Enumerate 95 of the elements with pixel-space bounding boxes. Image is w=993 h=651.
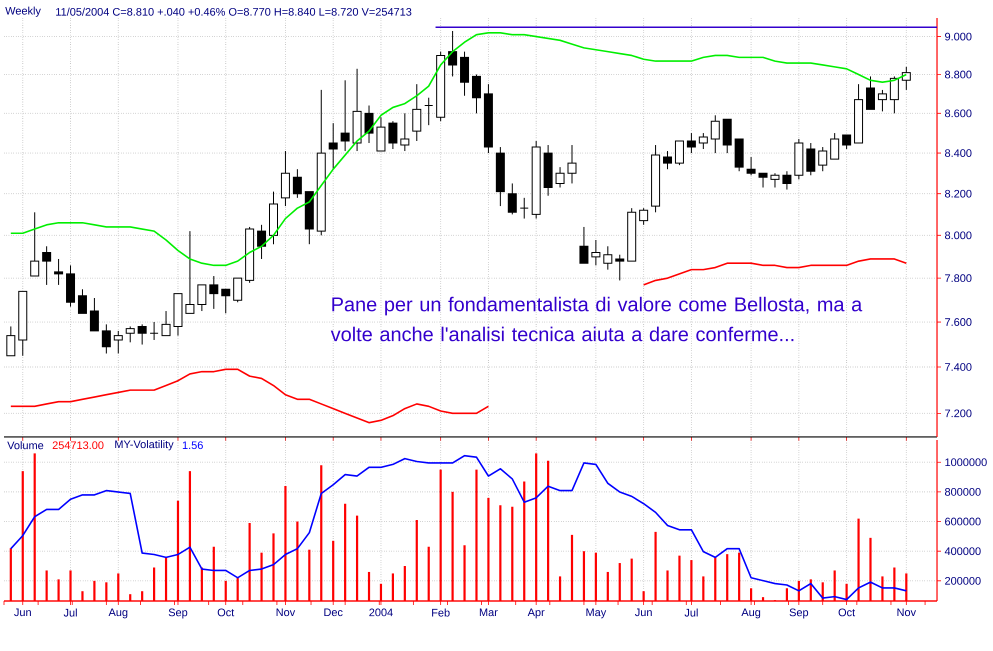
y-tick-label: 600000 xyxy=(945,518,981,526)
candlestick xyxy=(388,120,398,150)
candlestick xyxy=(138,324,147,346)
candlestick xyxy=(710,114,720,154)
candlestick xyxy=(842,134,852,150)
x-tick-label: Jun xyxy=(14,608,31,616)
candlestick xyxy=(890,76,899,114)
candlestick xyxy=(472,74,481,114)
candlestick xyxy=(758,172,768,188)
x-tick-label: Feb xyxy=(432,608,450,617)
x-tick-label: Jun xyxy=(634,608,652,616)
annotation: 1.56 xyxy=(182,441,203,450)
annotation: 254713.00 xyxy=(52,441,104,450)
x-tick-label: Apr xyxy=(528,608,545,618)
candlestick xyxy=(663,150,672,170)
y-tick-label: 7.800 xyxy=(945,274,972,282)
candlestick xyxy=(698,132,708,150)
candlestick xyxy=(102,324,111,354)
candlestick xyxy=(424,97,434,126)
x-tick-label: Nov xyxy=(897,608,916,616)
candlestick xyxy=(376,116,386,152)
candlestick xyxy=(162,310,171,336)
candlestick xyxy=(114,330,123,354)
series-label: Volume xyxy=(7,441,44,450)
y-tick-label: 7.600 xyxy=(945,318,972,326)
candlestick xyxy=(185,230,194,314)
candlestick xyxy=(233,278,242,303)
candlestick xyxy=(639,208,648,226)
candlestick xyxy=(770,172,780,188)
candlestick xyxy=(508,182,517,215)
y-tick-label: 8.400 xyxy=(945,149,972,157)
y-tick-label: 7.200 xyxy=(945,409,972,418)
y-tick-label: 7.400 xyxy=(945,363,972,371)
candlestick xyxy=(221,288,230,314)
candlestick xyxy=(830,132,840,160)
candlestick xyxy=(292,168,302,198)
candlestick xyxy=(90,297,99,332)
candlestick xyxy=(746,156,756,176)
candlestick xyxy=(520,197,529,220)
x-tick-label: Oct xyxy=(218,608,234,616)
candlestick xyxy=(364,105,374,144)
y-tick-label: 200000 xyxy=(945,576,981,585)
y-tick-label: 8.200 xyxy=(945,190,972,198)
x-tick-label: Jul xyxy=(64,608,77,617)
candlestick xyxy=(78,288,87,314)
candlestick xyxy=(126,326,135,343)
candlestick xyxy=(591,239,600,266)
candlestick xyxy=(197,284,206,312)
text: MY-Volatility xyxy=(115,440,174,450)
x-tick-label: Nov xyxy=(276,608,296,616)
candlestick xyxy=(30,212,40,277)
chart-subtitle: 11/05/2004 C=8.810 +.040 +0.46% O=8.770 H=8.840 L=8.720 V=254713 xyxy=(56,8,412,16)
y-tick-label: 1000000 xyxy=(945,458,987,466)
candlestick xyxy=(556,166,565,188)
x-tick-label: Aug xyxy=(741,608,760,618)
x-tick-label: Mar xyxy=(480,608,498,616)
candlestick xyxy=(257,224,266,260)
x-tick-label: Oct xyxy=(838,608,856,616)
candlestick xyxy=(150,322,159,340)
chart-title: Weekly xyxy=(5,6,41,17)
y-tick-label: 800000 xyxy=(945,488,981,496)
y-tick-label: 8.000 xyxy=(945,231,972,240)
candlestick xyxy=(806,142,816,176)
candlestick xyxy=(209,276,218,310)
candlestick xyxy=(902,66,911,90)
candlestick xyxy=(42,246,52,286)
candlestick xyxy=(878,89,887,112)
candlestick xyxy=(567,144,576,184)
candlestick xyxy=(686,132,696,154)
y-tick-label: 9.000 xyxy=(945,32,972,40)
x-tick-label: Dec xyxy=(324,608,343,616)
candlestick xyxy=(603,246,612,270)
candlestick xyxy=(615,254,624,281)
candlestick xyxy=(818,146,828,172)
candlestick xyxy=(340,80,350,152)
x-tick-label: Sep xyxy=(168,608,188,618)
candlestick xyxy=(782,170,792,190)
y-tick-label: 8.600 xyxy=(945,109,972,118)
y-tick-label: 8.800 xyxy=(945,70,972,78)
candlestick xyxy=(400,112,410,152)
candlestick xyxy=(412,84,422,142)
x-tick-label: Sep xyxy=(790,608,808,618)
x-tick-label: Jul xyxy=(684,608,698,617)
candlestick xyxy=(448,30,458,77)
x-tick-label: May xyxy=(586,608,606,618)
candlestick xyxy=(579,226,588,264)
candlestick xyxy=(54,258,64,286)
y-tick-label: 400000 xyxy=(944,547,981,556)
x-tick-label: Aug xyxy=(108,608,128,618)
candlestick xyxy=(866,76,875,110)
candlestick xyxy=(6,326,16,356)
x-tick-label: 2004 xyxy=(369,608,393,616)
candlestick xyxy=(674,140,684,166)
candlestick xyxy=(328,122,338,170)
annotation: Pane per un fondamentalista di valore come Bellosta, ma a volte anche l'analisi tecnica aiuta a dare conferme... xyxy=(330,296,862,342)
